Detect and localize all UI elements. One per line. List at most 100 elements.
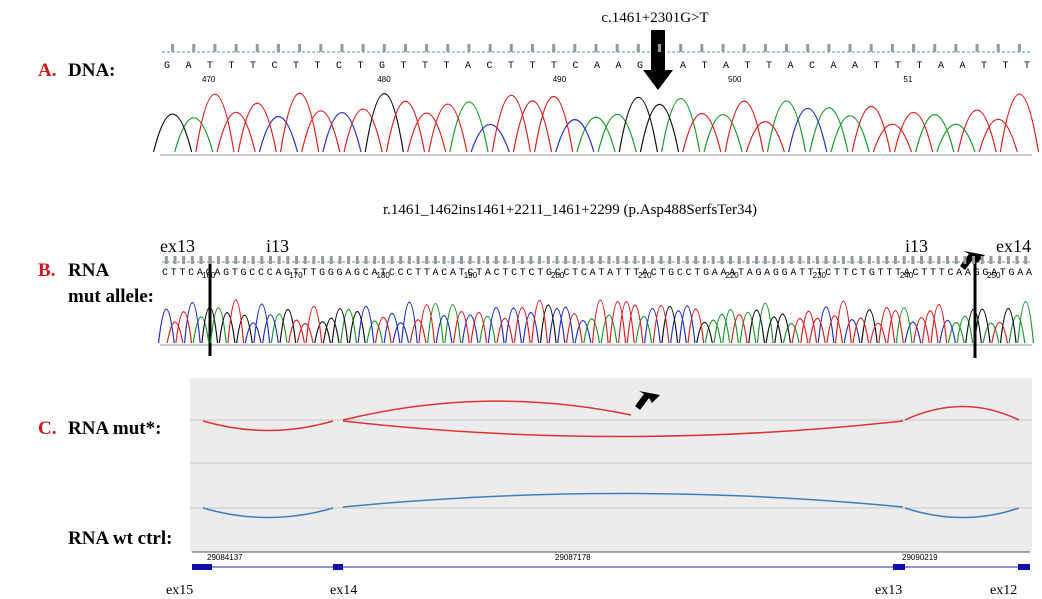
quality-bar <box>703 256 706 264</box>
quality-bar <box>637 44 640 52</box>
quality-bar <box>859 256 862 264</box>
quality-bar <box>616 44 619 52</box>
quality-bar <box>660 256 663 264</box>
quality-bar <box>679 44 682 52</box>
trace <box>167 300 1007 343</box>
quality-bar <box>712 256 715 264</box>
quality-bar <box>946 256 949 264</box>
quality-bar <box>806 44 809 52</box>
quality-bar <box>785 44 788 52</box>
quality-bar <box>391 256 394 264</box>
quality-bar <box>260 256 263 264</box>
quality-bar <box>920 256 923 264</box>
quality-bar <box>870 44 873 52</box>
quality-bar <box>894 256 897 264</box>
quality-bar <box>595 44 598 52</box>
quality-bar <box>833 256 836 264</box>
quality-bar <box>477 256 480 264</box>
quality-bar <box>929 256 932 264</box>
quality-bar <box>798 256 801 264</box>
quality-bar <box>171 44 174 52</box>
quality-bar <box>460 256 463 264</box>
quality-bar <box>434 256 437 264</box>
quality-bar <box>321 256 324 264</box>
quality-bar <box>1024 256 1027 264</box>
trace <box>196 93 1039 152</box>
quality-bar <box>338 256 341 264</box>
quality-bar <box>286 256 289 264</box>
quality-bar <box>981 256 984 264</box>
quality-bar <box>469 256 472 264</box>
quality-bar <box>825 256 828 264</box>
quality-bar <box>668 256 671 264</box>
exon-block <box>1018 564 1030 570</box>
quality-bar <box>269 256 272 264</box>
quality-bar <box>722 44 725 52</box>
quality-bar <box>443 256 446 264</box>
quality-bar <box>446 44 449 52</box>
quality-bar <box>547 256 550 264</box>
position-label: 480 <box>377 75 391 84</box>
feature-label: ex14 <box>996 236 1031 256</box>
position-label: 170 <box>289 271 303 280</box>
quality-bar <box>816 256 819 264</box>
quality-bar <box>213 44 216 52</box>
quality-bar <box>807 256 810 264</box>
quality-bar <box>903 256 906 264</box>
quality-bar <box>174 256 177 264</box>
quality-bar <box>330 256 333 264</box>
quality-bar <box>877 256 880 264</box>
quality-bar <box>521 256 524 264</box>
quality-bar <box>998 256 1001 264</box>
sequence: GATTTCTTCTGTTTACTTTCAAGGATATTACAATTTAATT… <box>164 61 1030 72</box>
quality-bar <box>529 256 532 264</box>
quality-bar <box>573 44 576 52</box>
quality-bar <box>217 256 220 264</box>
position-label: 220 <box>725 271 739 280</box>
quality-bar <box>764 44 767 52</box>
quality-bar <box>252 256 255 264</box>
quality-bar <box>362 44 365 52</box>
figure: A. DNA: c.1461+2301G>T GATTTCTTCTGTTTACT… <box>0 0 1042 599</box>
variant-label: c.1461+2301G>T <box>601 10 708 26</box>
quality-bar <box>298 44 301 52</box>
quality-bar <box>658 44 661 52</box>
quality-bar <box>531 44 534 52</box>
exon-block <box>893 564 905 570</box>
quality-bar <box>404 44 407 52</box>
position-label: 51 <box>903 75 912 84</box>
quality-bar <box>677 256 680 264</box>
quality-bar <box>755 256 758 264</box>
quality-bar <box>694 256 697 264</box>
quality-bar <box>581 256 584 264</box>
panel-letter: A. <box>38 60 56 81</box>
position-label: 490 <box>553 75 567 84</box>
quality-bar <box>590 256 593 264</box>
sashimi-panel <box>190 378 1032 552</box>
quality-bar <box>997 44 1000 52</box>
quality-bar <box>885 256 888 264</box>
quality-bar <box>304 256 307 264</box>
panel-label: DNA: <box>68 60 116 81</box>
panel-label: mut allele: <box>68 286 154 307</box>
quality-bar <box>642 256 645 264</box>
position-label: 230 <box>813 271 827 280</box>
quality-bar <box>512 256 515 264</box>
quality-bar <box>503 256 506 264</box>
position-label: 500 <box>728 75 742 84</box>
quality-bar <box>489 44 492 52</box>
quality-bar <box>226 256 229 264</box>
quality-bar <box>608 256 611 264</box>
quality-bar <box>729 256 732 264</box>
quality-bar <box>1018 44 1021 52</box>
quality-bar <box>243 256 246 264</box>
quality-bar <box>933 44 936 52</box>
exon-label: ex14 <box>330 583 357 598</box>
quality-bar <box>319 44 322 52</box>
quality-bar <box>347 256 350 264</box>
quality-bar <box>256 44 259 52</box>
panel-label: RNA wt ctrl: <box>68 528 172 549</box>
quality-bar <box>165 256 168 264</box>
coordinate-label: 29090219 <box>902 553 938 562</box>
quality-bar <box>868 256 871 264</box>
